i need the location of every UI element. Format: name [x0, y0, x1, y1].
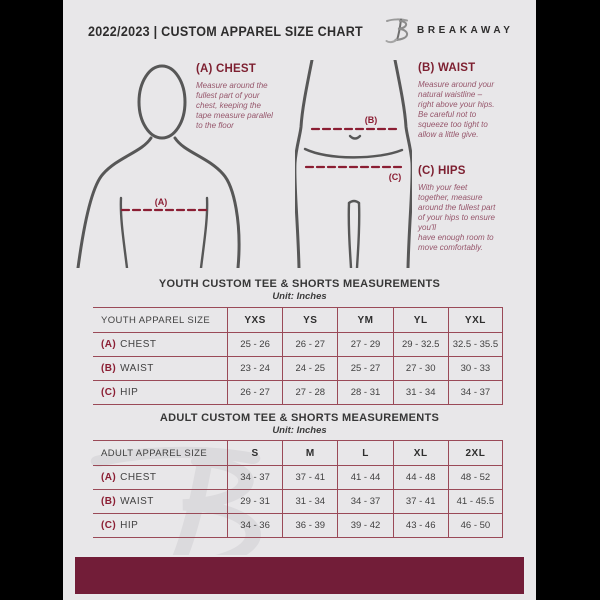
size-column-header: YXS	[227, 308, 282, 332]
measurement-value-cell: 32.5 - 35.5	[447, 333, 503, 356]
measurement-value-cell: 48 - 52	[447, 466, 503, 489]
measurement-value-cell: 39 - 42	[337, 514, 392, 537]
hips-marker-label: (C)	[389, 172, 402, 182]
measurement-value-cell: 27 - 30	[392, 357, 448, 380]
measurement-value-cell: 44 - 48	[392, 466, 448, 489]
measure-label: WAIST	[120, 363, 154, 374]
adult-table-unit: Unit: Inches	[272, 425, 327, 436]
table-row: (C) HIP 34 - 36 36 - 39 39 - 42 43 - 46 46 - 5…	[93, 513, 503, 537]
measure-label-cell: (B) WAIST	[93, 357, 227, 380]
size-column-header: YS	[282, 308, 337, 332]
waist-hips-figure-illustration: (B) (C)	[295, 60, 412, 268]
measure-label-cell: (A) CHEST	[93, 466, 227, 489]
waist-guide-text: Measure around your natural waistline – …	[418, 80, 495, 139]
apparel-size-label-cell: YOUTH APPAREL SIZE	[101, 314, 211, 326]
size-column-header: YM	[337, 308, 392, 332]
chest-guide-heading: (A) CHEST	[196, 63, 256, 75]
hips-guide-block: (C) HIPS With your feet together, measur…	[418, 165, 530, 253]
youth-table-title: YOUTH CUSTOM TEE & SHORTS MEASUREMENTS	[158, 278, 441, 290]
chest-guide-text: Measure around the fullest part of your …	[196, 81, 273, 130]
measurement-value-cell: 41 - 45.5	[447, 490, 503, 513]
measurement-value-cell: 25 - 27	[337, 357, 392, 380]
measure-prefix: (A)	[101, 472, 117, 483]
document-title: 2022/2023 | CUSTOM APPAREL SIZE CHART	[88, 24, 364, 39]
measure-label: CHEST	[120, 472, 157, 483]
measure-label-cell: (C) HIP	[93, 381, 227, 404]
adult-table-title: ADULT CUSTOM TEE & SHORTS MEASUREMENTS	[159, 412, 440, 424]
measurement-value-cell: 28 - 31	[337, 381, 392, 404]
adult-size-table: ADULT APPAREL SIZE S M L XL 2XL (A) CHEST 34 - 3…	[93, 440, 503, 538]
measurement-value-cell: 29 - 32.5	[392, 333, 448, 356]
measurement-value-cell: 26 - 27	[227, 381, 282, 404]
table-row: (A) CHEST 34 - 37 37 - 41 41 - 44 44 - 48 48 -…	[93, 465, 503, 489]
table-header-row: YOUTH APPAREL SIZE YXS YS YM YL YXL	[93, 307, 503, 332]
table-header-row: ADULT APPAREL SIZE S M L XL 2XL	[93, 440, 503, 465]
measure-label: HIP	[120, 520, 139, 531]
table-row: (A) CHEST 25 - 26 26 - 27 27 - 29 29 - 32.5 32…	[93, 332, 503, 356]
youth-size-table: YOUTH APPAREL SIZE YXS YS YM YL YXL (A) CHEST 25…	[93, 307, 503, 405]
breakaway-logo-icon	[385, 18, 409, 44]
measurement-value-cell: 41 - 44	[337, 466, 392, 489]
measurement-value-cell: 31 - 34	[282, 490, 337, 513]
measurement-value-cell: 46 - 50	[447, 514, 503, 537]
measure-prefix: (A)	[101, 339, 117, 350]
footer-bar	[73, 555, 526, 596]
measure-label-cell: (A) CHEST	[93, 333, 227, 356]
hips-guide-heading: (C) HIPS	[418, 165, 466, 177]
measurement-value-cell: 34 - 37	[337, 490, 392, 513]
measurement-value-cell: 27 - 28	[282, 381, 337, 404]
table-row: (C) HIP 26 - 27 27 - 28 28 - 31 31 - 34 34 - 3…	[93, 380, 503, 404]
chest-marker-label: (A)	[155, 197, 168, 207]
size-column-header: S	[227, 441, 282, 465]
measurement-value-cell: 34 - 37	[227, 466, 282, 489]
measurement-value-cell: 34 - 37	[447, 381, 503, 404]
brand-name: BREAKAWAY	[417, 25, 514, 36]
size-column-header: M	[282, 441, 337, 465]
size-column-header: YXL	[447, 308, 503, 332]
measurement-value-cell: 37 - 41	[282, 466, 337, 489]
size-column-header: YL	[392, 308, 448, 332]
size-column-header: XL	[392, 441, 448, 465]
measurement-value-cell: 23 - 24	[227, 357, 282, 380]
waist-guide-heading: (B) WAIST	[418, 62, 476, 74]
chest-guide-block: (A) CHEST Measure around the fullest par…	[196, 63, 296, 131]
measurement-value-cell: 29 - 31	[227, 490, 282, 513]
measurement-value-cell: 34 - 36	[227, 514, 282, 537]
table-row: (B) WAIST 29 - 31 31 - 34 34 - 37 37 - 41 41 -…	[93, 489, 503, 513]
size-column-header: L	[337, 441, 392, 465]
measurement-value-cell: 37 - 41	[392, 490, 448, 513]
waist-guide-block: (B) WAIST Measure around your natural wa…	[418, 62, 530, 140]
measure-label: HIP	[120, 387, 139, 398]
measure-label-cell: (C) HIP	[93, 514, 227, 537]
waist-marker-label: (B)	[365, 115, 378, 125]
youth-table-unit: Unit: Inches	[272, 291, 327, 302]
size-chart-document: 2022/2023 | CUSTOM APPAREL SIZE CHART BR…	[63, 0, 536, 600]
measurement-value-cell: 24 - 25	[282, 357, 337, 380]
measure-label: CHEST	[120, 339, 157, 350]
measurement-value-cell: 31 - 34	[392, 381, 448, 404]
hips-guide-text: With your feet together, measure around …	[418, 183, 496, 252]
measurement-value-cell: 43 - 46	[392, 514, 448, 537]
measurement-value-cell: 30 - 33	[447, 357, 503, 380]
measurement-value-cell: 25 - 26	[227, 333, 282, 356]
apparel-size-label-cell: ADULT APPAREL SIZE	[101, 447, 208, 459]
measure-prefix: (B)	[101, 363, 117, 374]
measure-prefix: (C)	[101, 387, 117, 398]
size-column-header: 2XL	[447, 441, 503, 465]
measurement-value-cell: 36 - 39	[282, 514, 337, 537]
chest-figure-illustration: (A)	[76, 64, 241, 268]
measurement-value-cell: 26 - 27	[282, 333, 337, 356]
measure-prefix: (B)	[101, 496, 117, 507]
table-row: (B) WAIST 23 - 24 24 - 25 25 - 27 27 - 30 30 -…	[93, 356, 503, 380]
measurement-value-cell: 27 - 29	[337, 333, 392, 356]
measure-label-cell: (B) WAIST	[93, 490, 227, 513]
measure-prefix: (C)	[101, 520, 117, 531]
measure-label: WAIST	[120, 496, 154, 507]
